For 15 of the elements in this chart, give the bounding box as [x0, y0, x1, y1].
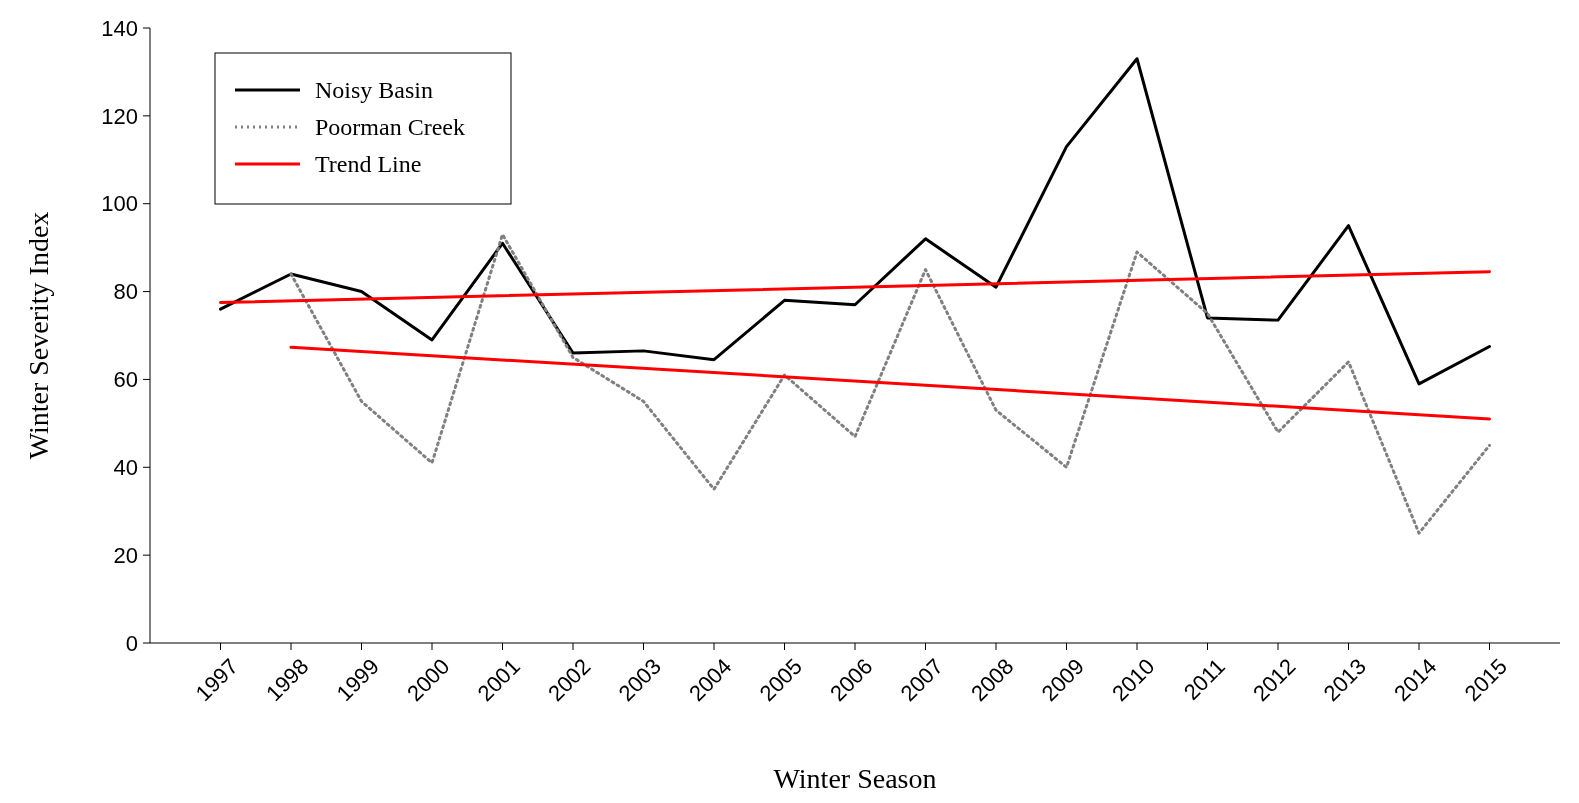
y-tick-label: 140 [101, 15, 138, 41]
y-tick-label: 0 [125, 630, 138, 656]
y-tick-label: 20 [113, 542, 138, 568]
legend-label: Poorman Creek [315, 114, 465, 141]
x-axis-title: Winter Season [773, 763, 937, 794]
legend-label: Trend Line [315, 151, 422, 178]
y-tick-label: 120 [101, 103, 138, 129]
line-series [289, 232, 1491, 535]
y-tick-label: 40 [113, 454, 138, 480]
y-tick-label: 100 [101, 191, 138, 217]
line-series [219, 57, 1491, 386]
legend-label: Noisy Basin [315, 77, 434, 104]
y-tick-label: 80 [113, 279, 138, 305]
y-axis-title: Winter Severity Index [23, 211, 54, 460]
y-tick-label: 60 [113, 367, 138, 393]
